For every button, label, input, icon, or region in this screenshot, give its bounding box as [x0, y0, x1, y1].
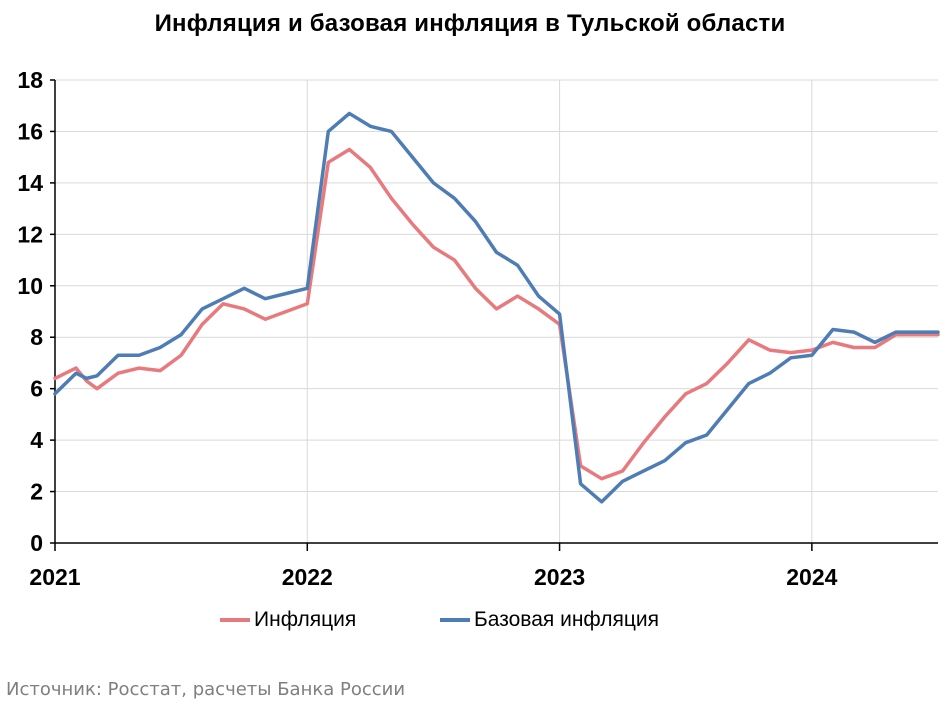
legend: Инфляция Базовая инфляция [0, 608, 950, 640]
chart-title: Инфляция и базовая инфляция в Тульской о… [154, 10, 786, 37]
y-tick-label: 6 [30, 376, 43, 402]
axis-layer [50, 79, 938, 551]
x-tick-label: 2023 [534, 564, 585, 590]
y-tick-label: 10 [17, 273, 43, 299]
y-tick-label: 4 [30, 427, 43, 453]
y-tick-label: 14 [17, 170, 43, 196]
legend-label-core-inflation: Базовая инфляция [474, 608, 660, 631]
y-tick-label: 8 [30, 324, 43, 350]
series-line-core-inflation [53, 111, 940, 504]
series-layer [53, 111, 940, 504]
legend-item-inflation: Инфляция [220, 608, 356, 632]
legend-swatch-core-inflation [440, 618, 470, 622]
series-line-inflation [53, 147, 940, 481]
legend-label-inflation: Инфляция [254, 608, 357, 631]
y-tick-label: 16 [17, 118, 43, 144]
x-tick-label: 2021 [29, 564, 80, 590]
y-tick-label: 18 [17, 67, 43, 93]
legend-item-core-inflation: Базовая инфляция [440, 608, 659, 632]
y-tick-label: 0 [30, 530, 43, 556]
x-tick-label: 2024 [786, 564, 837, 590]
legend-swatch-inflation [220, 618, 250, 622]
line-chart: 0 2 4 6 8 10 12 14 16 18 2021 2022 2023 2024 [17, 67, 940, 590]
y-tick-label: 2 [30, 479, 43, 505]
source-note: Источник: Росстат, расчеты Банка России [6, 679, 406, 700]
grid-layer [55, 79, 938, 543]
x-tick-label: 2022 [282, 564, 333, 590]
y-tick-label: 12 [17, 221, 43, 247]
tick-labels: 0 2 4 6 8 10 12 14 16 18 2021 2022 2023 2024 [17, 67, 837, 590]
